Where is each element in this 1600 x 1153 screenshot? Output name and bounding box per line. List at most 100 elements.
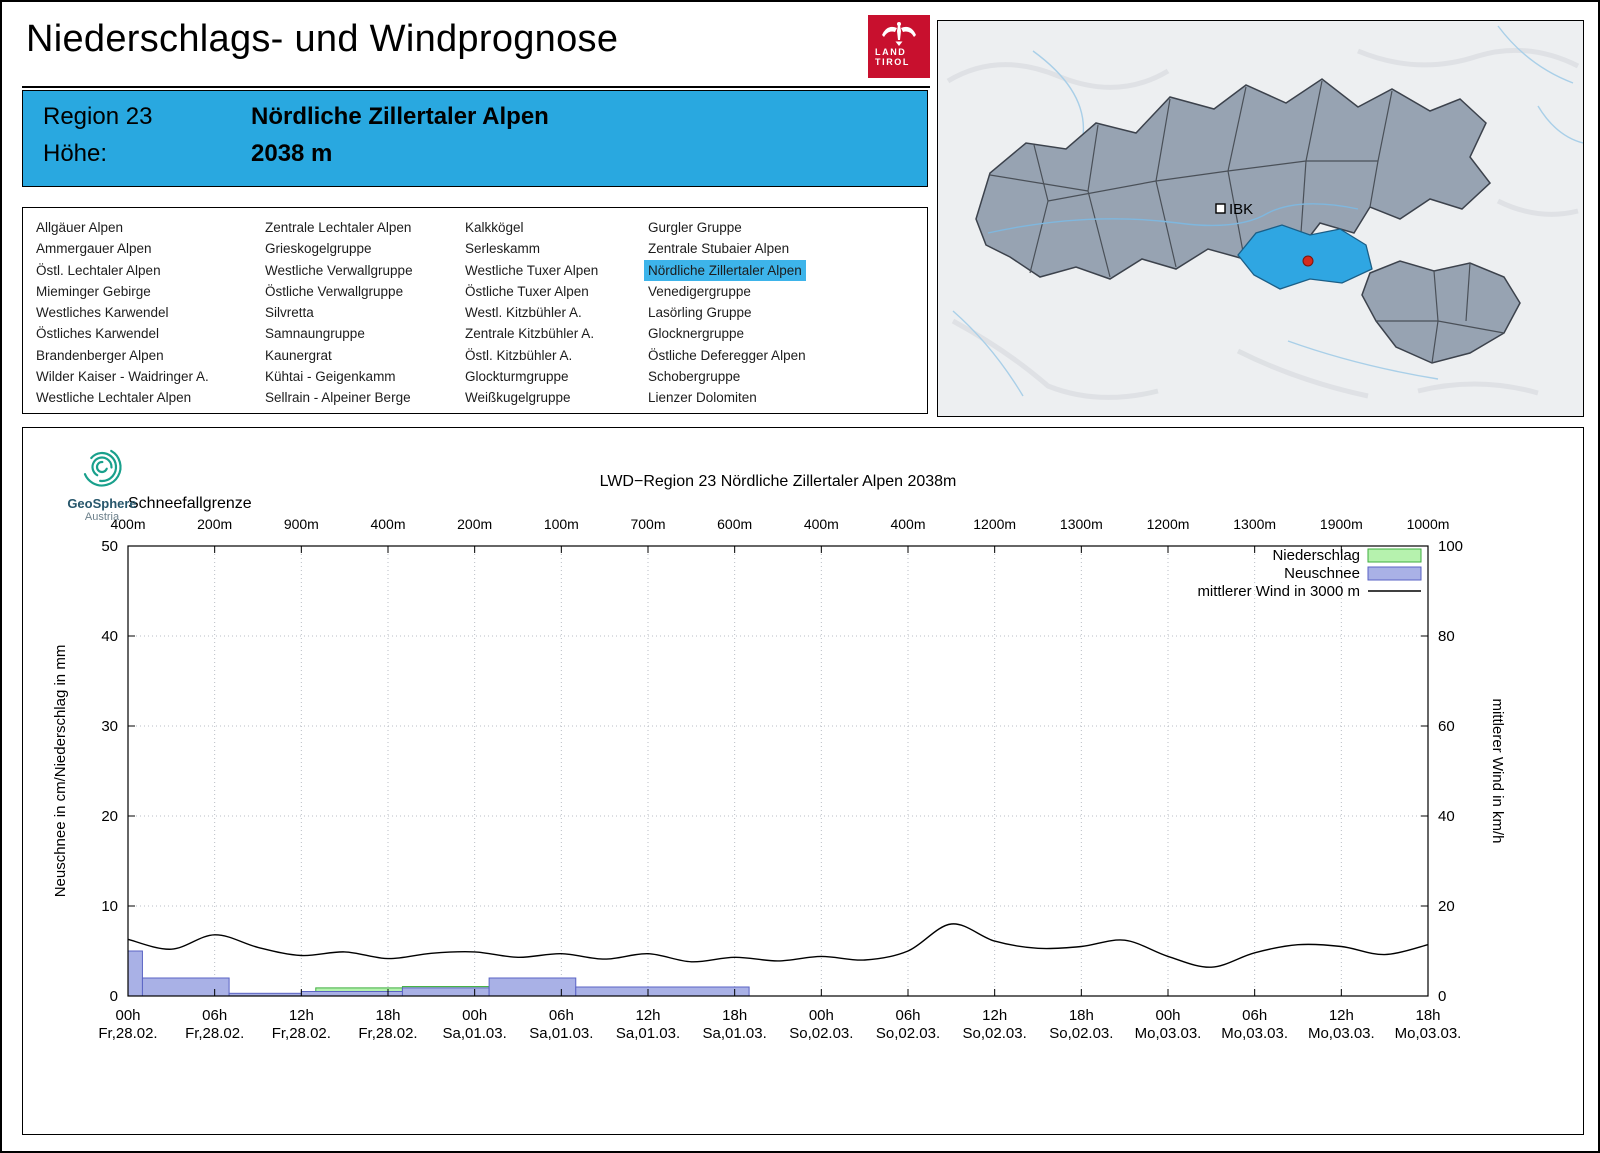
geosphere-spiral-icon	[82, 447, 122, 487]
wind-line	[127, 923, 1429, 968]
legend-label: Neuschnee	[1284, 565, 1360, 582]
x-tick-date: Fr,28.02.	[98, 1025, 157, 1042]
axis-title-left: Neuschnee in cm/Niederschlag in mm	[52, 645, 69, 898]
region-header: Region 23 Nördliche Zillertaler Alpen Hö…	[22, 90, 928, 187]
region-item[interactable]: Ammergauer Alpen	[36, 241, 152, 257]
x-tick-date: So,02.03.	[963, 1025, 1027, 1042]
region-item[interactable]: Brandenberger Alpen	[36, 347, 164, 363]
map-region-east-tirol[interactable]	[1361, 260, 1521, 364]
region-item[interactable]: Gurgler Gruppe	[648, 220, 742, 235]
district-borders	[989, 80, 1505, 364]
region-item[interactable]: Glocknergruppe	[648, 326, 745, 342]
x-tick-date: So,02.03.	[789, 1025, 853, 1042]
x-tick-date: Mo,03.03.	[1395, 1025, 1462, 1042]
y-label-left: 50	[101, 538, 118, 555]
y-label-left: 30	[101, 718, 118, 735]
snowline-value: 1300m	[1233, 516, 1276, 532]
x-tick-date: Sa,01.03.	[703, 1025, 767, 1042]
legend-swatch	[1367, 566, 1422, 581]
region-column: Kalkkögel Serleskamm Westliche Tuxer Alpen…	[465, 217, 648, 409]
altitude-label: Höhe:	[43, 140, 108, 167]
region-item[interactable]: Schobergruppe	[648, 369, 741, 385]
geosphere-country: Austria	[84, 511, 120, 523]
region-item[interactable]: Zentrale Stubaier Alpen	[648, 241, 790, 257]
x-tick-hour: 06h	[895, 1007, 920, 1024]
region-item[interactable]: Sellrain - Alpeiner Berge	[265, 390, 411, 406]
x-tick-hour: 18h	[722, 1007, 747, 1024]
x-tick-date: So,02.03.	[876, 1025, 940, 1042]
region-name-value: Nördliche Zillertaler Alpen	[251, 103, 549, 130]
region-item[interactable]: Kaunergrat	[265, 347, 332, 363]
region-item[interactable]: Östliche Verwallgruppe	[265, 283, 404, 299]
snowline-value: 200m	[197, 516, 232, 532]
terrain-relief	[946, 47, 1580, 400]
x-tick-hour: 00h	[1155, 1007, 1180, 1024]
legend-label: Niederschlag	[1272, 547, 1360, 564]
y-label-right: 40	[1438, 808, 1455, 825]
legend-label: mittlerer Wind in 3000 m	[1197, 583, 1360, 600]
x-tick-hour: 06h	[1242, 1007, 1267, 1024]
y-label-right: 0	[1438, 988, 1446, 1005]
region-item[interactable]: Kalkkögel	[465, 220, 524, 235]
region-item[interactable]: Östl. Lechtaler Alpen	[36, 262, 161, 278]
tirol-overview-map[interactable]: IBK	[937, 20, 1584, 417]
y-label-right: 80	[1438, 628, 1455, 645]
neuschnee-bar	[141, 977, 230, 997]
region-item[interactable]: Zentrale Kitzbühler A.	[465, 326, 595, 342]
region-item[interactable]: Glockturmgruppe	[465, 369, 569, 385]
region-item-selected[interactable]: Nördliche Zillertaler Alpen	[644, 259, 806, 281]
x-tick-hour: 12h	[982, 1007, 1007, 1024]
region-list: Allgäuer Alpen Ammergauer Alpen Östl. Lech…	[36, 217, 927, 409]
snowline-label: Schneefallgrenze	[128, 495, 252, 512]
region-selector: Allgäuer Alpen Ammergauer Alpen Östl. Lech…	[22, 207, 928, 414]
region-item[interactable]: Wilder Kaiser - Waidringer A.	[36, 369, 209, 385]
map-location-dot	[1302, 255, 1314, 267]
tirol-eagle-icon	[882, 22, 916, 46]
region-item[interactable]: Westliche Lechtaler Alpen	[36, 390, 192, 406]
geosphere-logo: GeoSphere Austria	[47, 444, 157, 523]
inn-river	[987, 203, 1359, 234]
map-svg: IBK	[946, 25, 1583, 400]
neuschnee-bar	[401, 987, 490, 997]
x-tick-date: Mo,03.03.	[1135, 1025, 1202, 1042]
y-label-right: 20	[1438, 898, 1455, 915]
region-item[interactable]: Grieskogelgruppe	[265, 241, 372, 257]
y-label-left: 20	[101, 808, 118, 825]
x-tick-hour: 12h	[635, 1007, 660, 1024]
region-item[interactable]: Silvretta	[265, 305, 314, 321]
region-item[interactable]: Weißkugelgruppe	[465, 390, 571, 406]
chart-title: LWD−Region 23 Nördliche Zillertaler Alpe…	[600, 473, 957, 490]
region-item[interactable]: Lasörling Gruppe	[648, 305, 752, 321]
region-item[interactable]: Allgäuer Alpen	[36, 220, 124, 235]
region-item[interactable]: Östl. Kitzbühler A.	[465, 347, 573, 363]
region-item[interactable]: Östliches Karwendel	[36, 326, 160, 342]
neuschnee-bar	[488, 977, 577, 997]
region-item[interactable]: Westl. Kitzbühler A.	[465, 305, 582, 321]
region-item[interactable]: Venedigergruppe	[648, 283, 751, 299]
region-item[interactable]: Zentrale Lechtaler Alpen	[265, 220, 412, 235]
x-tick-date: Mo,03.03.	[1308, 1025, 1375, 1042]
x-tick-date: Mo,03.03.	[1221, 1025, 1288, 1042]
region-column: Allgäuer Alpen Ammergauer Alpen Östl. Lech…	[36, 217, 265, 409]
snowline-value: 100m	[544, 516, 579, 532]
region-item[interactable]: Mieminger Gebirge	[36, 283, 151, 299]
region-item[interactable]: Lienzer Dolomiten	[648, 390, 757, 406]
region-item[interactable]: Kühtai - Geigenkamm	[265, 369, 396, 385]
snowline-value: 1200m	[973, 516, 1016, 532]
region-item[interactable]: Westliche Tuxer Alpen	[465, 262, 599, 278]
x-tick-hour: 00h	[809, 1007, 834, 1024]
map-region-north-tirol[interactable]	[975, 78, 1492, 280]
region-item[interactable]: Westliches Karwendel	[36, 305, 169, 321]
region-item[interactable]: Samnaungruppe	[265, 326, 365, 342]
region-item[interactable]: Östliche Deferegger Alpen	[648, 347, 806, 363]
x-tick-hour: 00h	[462, 1007, 487, 1024]
logo-text-land: LAND	[875, 47, 907, 57]
region-item[interactable]: Westliche Verwallgruppe	[265, 262, 413, 278]
region-item[interactable]: Serleskamm	[465, 241, 541, 257]
forecast-chart: 00hFr,28.02.06hFr,28.02.12hFr,28.02.18hF…	[52, 473, 1506, 1042]
region-item[interactable]: Östliche Tuxer Alpen	[465, 283, 589, 299]
land-tirol-logo: LAND TIROL	[868, 15, 930, 78]
x-tick-date: Fr,28.02.	[272, 1025, 331, 1042]
snowline-value: 400m	[110, 516, 145, 532]
